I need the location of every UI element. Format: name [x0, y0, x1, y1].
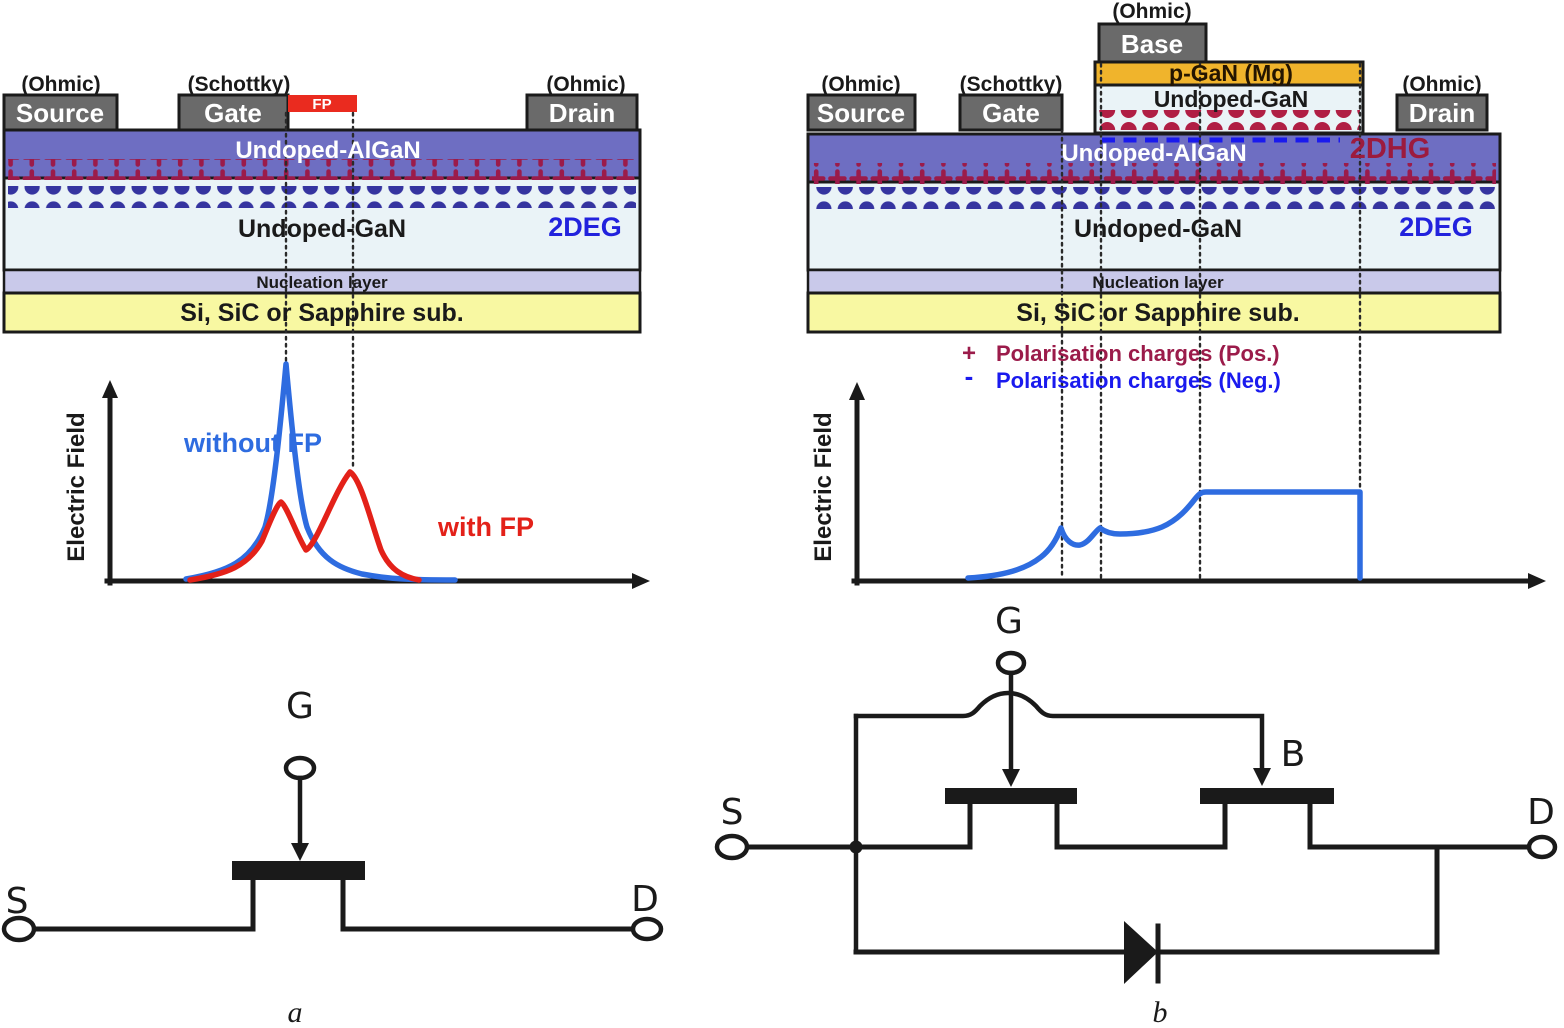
substrate-label-b: Si, SiC or Sapphire sub. [1016, 299, 1299, 327]
nucleation-label-b: Nucleation layer [1092, 273, 1224, 292]
x-axis-arrow-b [1528, 573, 1546, 589]
base-electrode-b [1097, 22, 1208, 64]
efield-curve-b [965, 489, 1363, 581]
pgan-layer-b [1093, 60, 1365, 87]
source-terminal-label-b: S [721, 792, 744, 833]
pgan-label-b: p-GaN (Mg) [1169, 60, 1293, 86]
circuit-b: G B S D b [714, 601, 1558, 1028]
gate-contact-type-a: (Schottky) [188, 73, 291, 96]
device-b: (Ohmic) Base p-GaN (Mg) Undoped-GaN 2DHG… [806, 0, 1502, 580]
algan-label-b: Undoped-AlGaN [1061, 140, 1246, 167]
legend-neg-marker: - [965, 361, 974, 391]
gate-label-b: Gate [982, 98, 1040, 128]
gate-label-a: Gate [204, 98, 262, 128]
drain-electrode-a [525, 93, 639, 132]
y-axis-label-a: Electric Field [63, 412, 90, 561]
gate-bar-a [232, 861, 365, 880]
legend-pos-marker: + [962, 340, 976, 367]
gate-terminal-label-a: G [286, 686, 314, 727]
drain-label-a: Drain [549, 98, 615, 128]
efield-plot-b: Electric Field [810, 382, 1546, 589]
drain-terminal-node-a [630, 916, 664, 942]
nucleation-label-a: Nucleation layer [256, 273, 388, 292]
2deg-label-a: 2DEG [548, 212, 622, 242]
substrate-layer-b [806, 291, 1502, 334]
y-axis-label-b: Electric Field [810, 412, 837, 561]
base-contact-type-b: (Ohmic) [1112, 0, 1191, 23]
base-arrowhead-b [1253, 768, 1271, 786]
positive-charges-row-b [812, 163, 1496, 184]
gate-arrowhead-a [291, 843, 309, 861]
drain-terminal-node-b [1526, 834, 1558, 860]
base-terminal-label-b: B [1281, 734, 1306, 775]
gate-electrode-b [958, 93, 1064, 132]
positive-charges-row-a [8, 159, 636, 180]
drain-contact-type-a: (Ohmic) [546, 73, 625, 96]
base-label-b: Base [1121, 29, 1183, 59]
substrate-layer-a [2, 291, 642, 334]
2deg-electrons-row-a [8, 186, 636, 208]
gate-electrode-a [177, 93, 290, 132]
field-plate-a [288, 95, 357, 112]
legend-pos-text: Polarisation charges (Pos.) [996, 341, 1280, 366]
gate-bar-left-b [945, 788, 1077, 804]
device-a: (Ohmic) (Schottky) (Ohmic) Source Gate F… [2, 73, 642, 470]
source-electrode-a [2, 93, 119, 132]
drain-electrode-b [1395, 93, 1489, 132]
with-fp-curve [187, 469, 422, 583]
source-terminal-node-a [1, 915, 37, 943]
gate-terminal-node-a [283, 755, 317, 781]
2dhg-label-b: 2DHG [1350, 133, 1431, 165]
source-contact-type-b: (Ohmic) [821, 73, 900, 96]
diode-triangle-b [1124, 921, 1158, 984]
gate-contact-type-b: (Schottky) [960, 73, 1063, 96]
caption-b: b [1153, 996, 1168, 1028]
source-contact-type-a: (Ohmic) [21, 73, 100, 96]
gan-label-a: Undoped-GaN [238, 215, 406, 243]
substrate-label-a: Si, SiC or Sapphire sub. [180, 299, 463, 327]
with-fp-label: with FP [437, 512, 534, 542]
fp-label-a: FP [312, 96, 331, 113]
2dhg-holes-row-b [1099, 110, 1360, 130]
base-link-wire-b [853, 690, 1265, 773]
source-terminal-label-a: S [6, 881, 29, 922]
y-axis-arrow-b [849, 382, 865, 400]
island-gan-label-b: Undoped-GaN [1154, 86, 1309, 112]
drain-contact-type-b: (Ohmic) [1402, 73, 1481, 96]
2deg-label-b: 2DEG [1399, 212, 1473, 242]
gate-arrowhead-b [1002, 769, 1020, 787]
circuit-a: G S D a [1, 686, 664, 1028]
gate-terminal-label-b: G [995, 601, 1023, 642]
efield-plot-a: Electric Field without FP with FP [63, 361, 650, 589]
source-label-b: Source [817, 98, 905, 128]
legend-neg-text: Polarisation charges (Neg.) [996, 368, 1281, 393]
caption-a: a [288, 996, 303, 1028]
source-label-a: Source [16, 98, 104, 128]
source-electrode-b [806, 93, 917, 132]
gate-terminal-node-b [995, 650, 1027, 676]
gate-bar-right-b [1200, 788, 1334, 804]
drain-terminal-label-a: D [631, 879, 659, 920]
y-axis-arrow-a [102, 380, 118, 398]
x-axis-arrow-a [632, 573, 650, 589]
without-fp-curve [183, 361, 458, 583]
algan-label-a: Undoped-AlGaN [235, 137, 420, 164]
drain-label-b: Drain [1409, 98, 1475, 128]
2deg-electrons-row-b [812, 187, 1496, 209]
source-terminal-node-b [714, 833, 750, 861]
gan-label-b: Undoped-GaN [1074, 215, 1242, 243]
without-fp-label: without FP [183, 428, 322, 458]
drain-terminal-label-b: D [1527, 792, 1555, 833]
